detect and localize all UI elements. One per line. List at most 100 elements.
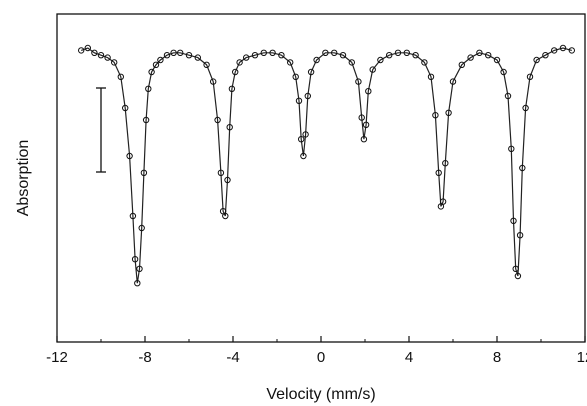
- data-point: [163, 52, 171, 59]
- x-tick-label: -12: [46, 349, 68, 366]
- data-point: [97, 52, 105, 59]
- data-point: [104, 54, 111, 61]
- data-point: [322, 49, 329, 56]
- data-point: [439, 198, 447, 205]
- data-point: [365, 88, 372, 95]
- data-point: [148, 68, 155, 76]
- data-point: [142, 116, 150, 124]
- data-point: [157, 56, 164, 64]
- data-point: [91, 49, 98, 56]
- data-point: [348, 59, 355, 66]
- data-point: [214, 116, 221, 124]
- data-point: [278, 52, 285, 59]
- data-point: [152, 61, 160, 69]
- data-point: [295, 97, 303, 105]
- data-point: [559, 44, 567, 52]
- data-point: [232, 68, 239, 76]
- data-point: [358, 114, 365, 121]
- data-point: [140, 169, 148, 177]
- data-point: [304, 92, 311, 100]
- data-point: [369, 66, 376, 73]
- data-point: [339, 52, 347, 59]
- data-point: [386, 52, 393, 59]
- data-point: [360, 136, 368, 143]
- data-point: [355, 78, 362, 85]
- data-point: [508, 145, 515, 153]
- data-point: [226, 124, 233, 131]
- data-point: [117, 73, 125, 81]
- data-points: [78, 44, 575, 287]
- data-point: [145, 85, 152, 93]
- data-point: [467, 54, 474, 61]
- data-point: [435, 169, 442, 177]
- data-point: [432, 112, 439, 119]
- data-point: [500, 68, 507, 76]
- x-axis-title: Velocity (mm/s): [266, 386, 375, 403]
- data-point: [300, 152, 307, 160]
- data-point: [313, 56, 320, 64]
- data-point: [485, 52, 492, 59]
- x-tick-label: 0: [317, 349, 325, 366]
- data-point: [412, 52, 419, 59]
- data-point: [362, 121, 370, 129]
- data-point: [224, 176, 231, 184]
- data-point: [138, 224, 145, 232]
- data-point: [526, 73, 534, 81]
- plot-frame: [56, 13, 586, 343]
- data-point: [292, 73, 299, 81]
- data-point: [331, 49, 338, 56]
- data-point: [122, 104, 129, 112]
- x-axis-tick-labels: -12 -8 -4 0 4 8 12: [46, 349, 587, 366]
- data-point: [522, 104, 529, 112]
- data-point: [185, 52, 193, 59]
- data-point: [533, 56, 540, 64]
- data-point: [129, 212, 137, 220]
- data-point: [514, 272, 522, 280]
- data-point: [377, 56, 384, 64]
- data-point: [287, 59, 294, 66]
- data-point: [445, 109, 452, 117]
- data-point: [476, 49, 483, 56]
- data-point: [236, 59, 243, 66]
- data-point: [243, 54, 250, 61]
- data-point: [134, 280, 141, 287]
- data-point: [222, 212, 229, 220]
- data-point: [519, 164, 526, 172]
- data-point: [403, 49, 410, 56]
- data-point: [194, 54, 202, 61]
- data-point: [442, 160, 449, 167]
- data-point: [111, 59, 118, 66]
- data-point: [84, 44, 92, 52]
- data-point: [131, 256, 139, 263]
- data-point: [78, 47, 85, 54]
- data-point: [126, 152, 133, 160]
- data-point: [421, 59, 428, 66]
- fit-line: [80, 47, 572, 284]
- data-point: [177, 49, 184, 56]
- data-point: [260, 49, 267, 56]
- x-tick-label: -4: [226, 349, 239, 366]
- data-point: [551, 47, 558, 54]
- data-point: [251, 52, 259, 59]
- data-point: [427, 73, 435, 81]
- x-tick-label: 4: [405, 349, 413, 366]
- data-point: [136, 265, 143, 272]
- data-point: [512, 265, 519, 272]
- data-point: [449, 78, 457, 85]
- x-tick-label: -8: [138, 349, 151, 366]
- data-point: [504, 92, 512, 100]
- data-point: [493, 56, 501, 64]
- data-point: [203, 61, 210, 69]
- data-point: [170, 49, 177, 56]
- data-point: [269, 49, 276, 56]
- data-point: [516, 232, 524, 239]
- data-point: [302, 131, 309, 138]
- scale-bar: [96, 87, 106, 173]
- data-point: [510, 217, 517, 225]
- data-point: [458, 61, 465, 69]
- data-point: [394, 49, 402, 56]
- data-point: [307, 68, 315, 76]
- data-point: [568, 47, 575, 54]
- data-point: [298, 136, 305, 143]
- x-tick-label: 12: [577, 349, 587, 366]
